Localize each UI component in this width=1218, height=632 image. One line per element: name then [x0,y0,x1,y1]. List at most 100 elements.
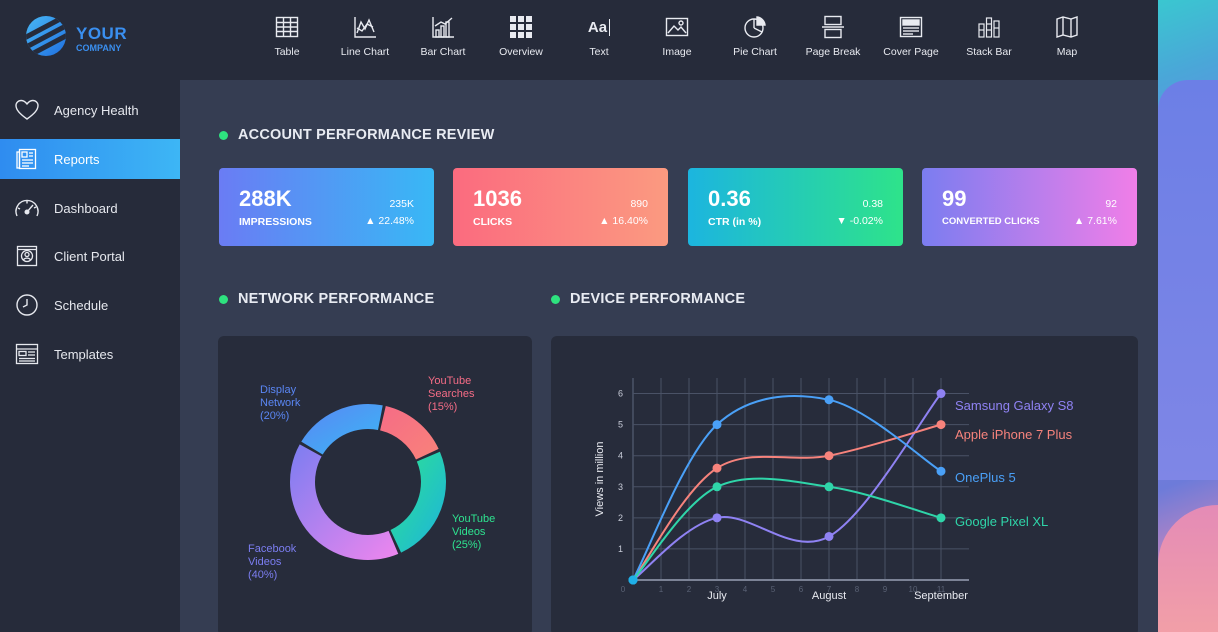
line-chart-icon [354,17,376,38]
kpi-change: ▲ 16.40% [599,215,648,227]
y-tick-label: 1 [618,544,623,554]
tool-bar-chart-button[interactable]: Bar Chart [404,12,482,68]
tool-line-chart-button[interactable]: Line Chart [326,12,404,68]
brand-line-1: YOUR [76,24,128,43]
sidebar-item-client-portal[interactable]: Client Portal [0,236,180,276]
donut-slice-display-network[interactable] [301,403,383,455]
tool-stack-bar-button[interactable]: Stack Bar [950,12,1028,68]
kpi-change: ▼ -0.02% [836,215,883,227]
donut-label: YouTube [428,375,471,387]
data-point[interactable] [712,513,722,523]
donut-chart: YouTubeSearches(15%)YouTubeVideos(25%)Fa… [248,375,495,581]
templates-icon [15,343,39,365]
sidebar-item-templates[interactable]: Templates [0,334,180,374]
decorative-background-strip [1158,0,1218,632]
heart-icon [15,99,39,120]
tool-label: Map [1056,46,1078,58]
kpi-change: ▲ 7.61% [1073,215,1117,227]
sidebar-item-label: Agency Health [54,102,139,118]
page-break-icon [822,15,844,39]
overview-grid-icon [510,16,532,38]
section-title-text: ACCOUNT PERFORMANCE REVIEW [238,127,495,143]
donut-label: Searches [428,388,475,400]
kpi-value: 1036 [473,186,522,211]
kpi-card-clicks[interactable]: 1036 CLICKS 890 ▲ 16.40% [453,168,668,246]
tool-overview-button[interactable]: Overview [482,12,560,68]
globe-logo-icon [26,16,66,56]
tool-pie-chart-button[interactable]: Pie Chart [716,12,794,68]
series-line-samsung-galaxy-s8[interactable] [632,392,942,581]
series-line-apple-iphone-7-plus[interactable] [632,423,942,581]
data-point[interactable] [936,389,946,399]
kpi-name: CTR (in %) [708,216,762,228]
donut-slice-facebook-videos[interactable] [289,444,399,560]
tool-label: Overview [499,46,543,58]
sidebar-item-dashboard[interactable]: Dashboard [0,188,180,228]
x-tick-label: 1 [659,585,664,594]
data-point[interactable] [936,420,946,430]
tool-label: Image [662,46,692,58]
data-point[interactable] [712,482,722,492]
donut-label: Facebook [248,543,297,555]
sidebar-item-agency-health[interactable]: Agency Health [0,90,180,130]
report-canvas: ACCOUNT PERFORMANCE REVIEW 288K IMPRESSI… [180,80,1158,632]
section-title-account: ACCOUNT PERFORMANCE REVIEW [219,127,495,143]
tool-label: Table [274,46,300,58]
tool-image-button[interactable]: Image [638,12,716,68]
line-chart: 1 2 3 4 5 6 0 1 2 3 4 5 6 7 8 9 10 11 July August September V… [594,378,1074,602]
kpi-value: 0.36 [708,186,751,211]
x-tick-label: 0 [621,585,626,594]
series-line-oneplus-5[interactable] [632,395,942,581]
series-label: Apple iPhone 7 Plus [955,427,1073,442]
stack-bar-icon [978,17,1000,38]
x-tick-label: 10 [909,585,918,594]
tool-map-button[interactable]: Map [1028,12,1106,68]
data-point[interactable] [824,531,834,541]
section-bullet-icon [551,294,560,304]
kpi-card-converted-clicks[interactable]: 99 CONVERTED CLICKS 92 ▲ 7.61% [922,168,1137,246]
data-point[interactable] [712,463,722,473]
y-tick-label: 2 [618,513,623,523]
company-logo[interactable]: YOUR COMPANY [26,16,166,60]
kpi-card-impressions[interactable]: 288K IMPRESSIONS 235K ▲ 22.48% [219,168,434,246]
image-icon [665,17,689,37]
data-point[interactable] [824,451,834,461]
kpi-name: CLICKS [473,216,513,228]
section-title-text: DEVICE PERFORMANCE [570,291,746,307]
x-tick-label: 6 [799,585,804,594]
kpi-value: 288K [239,186,292,211]
data-point[interactable] [824,482,834,492]
x-tick-label: 2 [687,585,692,594]
tool-label: Line Chart [340,46,390,58]
series-line-google-pixel-xl[interactable] [632,477,942,581]
data-point[interactable] [936,513,946,523]
donut-slice-youtube-videos[interactable] [390,451,446,553]
tool-text-button[interactable]: Aa Text [560,12,638,68]
tool-page-break-button[interactable]: Page Break [794,12,872,68]
kpi-previous-value: 235K [389,198,414,210]
tool-table-button[interactable]: Table [248,12,326,68]
sidebar-item-label: Schedule [54,297,109,313]
tool-cover-page-button[interactable]: Cover Page [872,12,950,68]
sidebar-item-schedule[interactable]: Schedule [0,285,180,325]
clock-icon [16,294,38,316]
series-label: Samsung Galaxy S8 [955,398,1074,413]
pie-chart-icon [744,16,766,38]
data-point[interactable] [936,466,946,476]
device-performance-panel[interactable]: 1 2 3 4 5 6 0 1 2 3 4 5 6 7 8 9 10 11 July August September V… [551,336,1138,632]
section-title-device: DEVICE PERFORMANCE [551,291,745,307]
data-point[interactable] [824,395,834,405]
donut-slice-youtube-searches[interactable] [380,406,439,460]
table-icon [275,16,299,38]
tool-label: Text [589,46,609,58]
series-label: Google Pixel XL [955,514,1048,529]
bar-chart-icon [432,17,454,38]
sidebar-item-label: Dashboard [54,200,118,216]
data-point[interactable] [628,575,638,585]
donut-label: (25%) [452,539,481,551]
donut-label: (40%) [248,569,277,581]
sidebar-item-reports[interactable]: Reports [0,139,180,179]
network-performance-panel[interactable]: YouTube Searches (15%) YouTube Videos (25%) Fa… [218,336,532,632]
data-point[interactable] [712,420,722,430]
kpi-card-ctr[interactable]: 0.36 CTR (in %) 0.38 ▼ -0.02% [688,168,903,246]
